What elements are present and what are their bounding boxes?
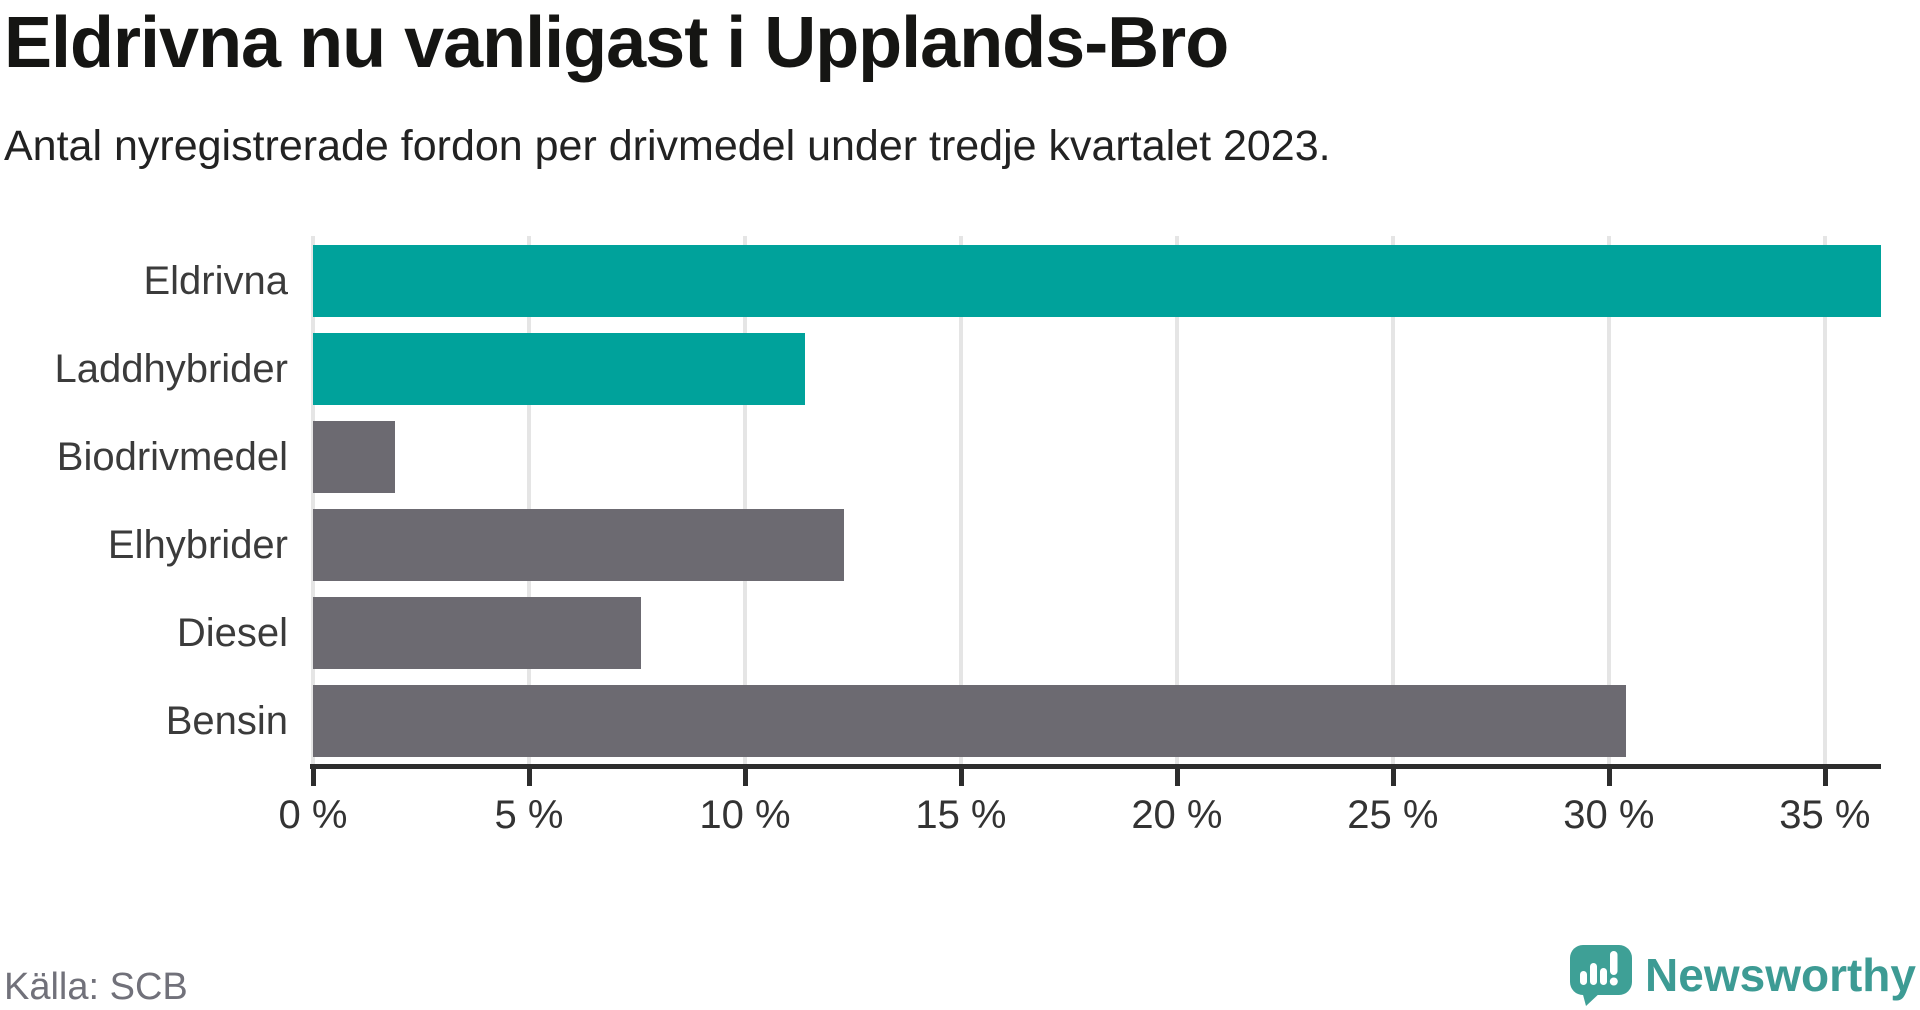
- y-label-eldrivna: Eldrivna: [143, 259, 288, 303]
- gridline-20: [1174, 236, 1179, 765]
- y-label-biodrivmedel: Biodrivmedel: [56, 435, 288, 479]
- x-tick-mark-10: [742, 769, 748, 786]
- bar-elhybrider: [313, 509, 845, 581]
- x-tick-mark-0: [311, 769, 316, 786]
- chart-title: Eldrivna nu vanligast i Upplands-Bro: [4, 3, 1229, 83]
- x-tick-mark-30: [1606, 769, 1612, 786]
- y-label-diesel: Diesel: [176, 611, 288, 655]
- x-tick-label-25: 25 %: [1347, 793, 1439, 837]
- brand-name: Newsworthy: [1645, 949, 1916, 1001]
- bar-eldrivna: [313, 245, 1881, 317]
- x-tick-mark-20: [1174, 769, 1180, 786]
- gridline-5: [526, 236, 531, 765]
- x-tick-mark-15: [958, 769, 964, 786]
- source-note: Källa: SCB: [4, 966, 188, 1008]
- y-label-bensin: Bensin: [165, 699, 288, 743]
- bar-laddhybrider: [313, 333, 806, 405]
- x-axis-line: [310, 764, 1881, 769]
- x-tick-mark-35: [1822, 769, 1828, 786]
- gridline-0: [311, 236, 315, 765]
- gridline-25: [1390, 236, 1395, 765]
- x-tick-label-35: 35 %: [1779, 793, 1871, 837]
- gridline-35: [1822, 236, 1827, 765]
- x-tick-label-15: 15 %: [915, 793, 1007, 837]
- x-tick-mark-25: [1390, 769, 1396, 786]
- plot-area: [311, 236, 1881, 765]
- newsworthy-logo: Newsworthy: [1569, 944, 1916, 1006]
- gridline-30: [1606, 236, 1611, 765]
- x-tick-mark-5: [526, 769, 532, 786]
- bar-bensin: [313, 685, 1627, 757]
- bar-diesel: [313, 597, 642, 669]
- x-tick-label-20: 20 %: [1131, 793, 1223, 837]
- x-tick-label-30: 30 %: [1563, 793, 1655, 837]
- y-label-elhybrider: Elhybrider: [107, 523, 288, 567]
- gridline-15: [958, 236, 963, 765]
- chart-subtitle: Antal nyregistrerade fordon per drivmede…: [4, 122, 1331, 170]
- x-tick-label-5: 5 %: [494, 793, 564, 837]
- bar-biodrivmedel: [313, 421, 396, 493]
- x-tick-label-10: 10 %: [699, 793, 791, 837]
- gridline-10: [742, 236, 747, 765]
- newsworthy-bubble-chart-icon: [1570, 945, 1633, 1006]
- y-label-laddhybrider: Laddhybrider: [54, 347, 289, 391]
- x-tick-label-0: 0 %: [278, 793, 348, 837]
